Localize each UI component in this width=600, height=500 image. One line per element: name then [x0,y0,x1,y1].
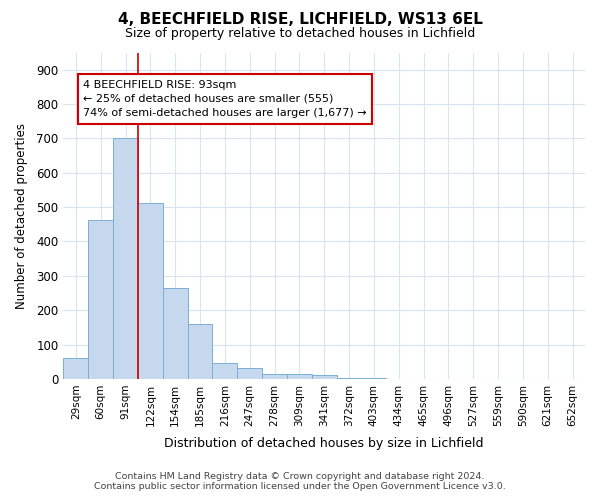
Text: 4, BEECHFIELD RISE, LICHFIELD, WS13 6EL: 4, BEECHFIELD RISE, LICHFIELD, WS13 6EL [118,12,482,28]
Bar [312,376,337,379]
Bar [361,378,386,379]
Bar [287,374,312,379]
Bar [64,358,88,379]
Y-axis label: Number of detached properties: Number of detached properties [15,122,28,308]
Bar [237,368,262,379]
Bar [262,374,287,379]
Text: Contains HM Land Registry data © Crown copyright and database right 2024.
Contai: Contains HM Land Registry data © Crown c… [94,472,506,491]
Bar [212,363,237,379]
Text: Size of property relative to detached houses in Lichfield: Size of property relative to detached ho… [125,28,475,40]
Bar [113,138,138,379]
Bar [163,288,188,379]
Bar [138,202,163,379]
Text: 4 BEECHFIELD RISE: 93sqm
← 25% of detached houses are smaller (555)
74% of semi-: 4 BEECHFIELD RISE: 93sqm ← 25% of detach… [83,80,367,118]
X-axis label: Distribution of detached houses by size in Lichfield: Distribution of detached houses by size … [164,437,484,450]
Bar [337,378,361,379]
Bar [88,220,113,379]
Bar [188,324,212,379]
